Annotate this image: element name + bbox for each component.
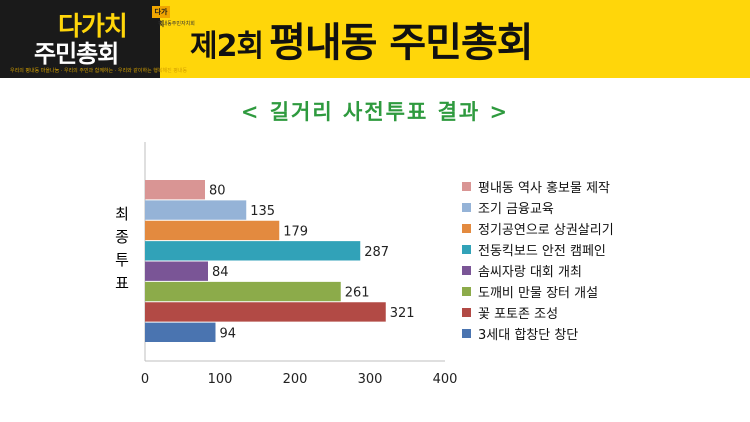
logo-line2: 주민총회: [34, 40, 119, 68]
x-tick-label-4: 300: [358, 372, 383, 387]
legend-swatch: [462, 308, 471, 317]
legend-item: 꽃 포토존 조성: [462, 302, 614, 323]
x-tick-label-3: 200: [283, 372, 308, 387]
data-label-1: 80: [209, 184, 226, 199]
data-label-7: 321: [390, 306, 415, 321]
banner-title-main: 평내동 주민총회: [269, 20, 534, 66]
logo-subtext: 평내동주민자치회: [158, 21, 195, 27]
data-label-3: 179: [283, 224, 308, 239]
x-tick-label-1: 0: [141, 372, 149, 387]
legend-label: 솜씨자랑 대회 개최: [478, 265, 582, 280]
legend-label: 꽃 포토존 조성: [478, 307, 559, 322]
banner-title: 제2회 평내동 주민총회: [190, 10, 534, 68]
data-label-4: 287: [364, 245, 389, 260]
legend-item: 평내동 역사 홍보물 제작: [462, 176, 614, 197]
bar-5: [145, 261, 208, 281]
legend-label: 정기공연으로 상권살리기: [478, 223, 614, 238]
legend-label: 도깨비 만물 장터 개설: [478, 286, 599, 301]
banner-title-round: 제2회: [190, 29, 264, 64]
y-axis-label: 최종투표: [115, 205, 129, 292]
chart-subtitle: < 길거리 사전투표 결과 >: [240, 99, 510, 124]
legend-item: 정기공연으로 상권살리기: [462, 218, 614, 239]
legend-item: 3세대 합창단 창단: [462, 323, 614, 344]
bar-4: [145, 241, 361, 261]
legend-item: 솜씨자랑 대회 개최: [462, 260, 614, 281]
legend-label: 평내동 역사 홍보물 제작: [478, 181, 610, 196]
legend-swatch: [462, 203, 471, 212]
legend-label: 전동킥보드 안전 캠페인: [478, 244, 606, 259]
legend-swatch: [462, 266, 471, 275]
data-label-6: 261: [345, 286, 370, 301]
x-tick-label-2: 100: [208, 372, 233, 387]
logo-slogan: 우리의 평내동 마을나눔 · 우리의 주민과 함께하는 · 우리와 같이하는 행…: [10, 68, 188, 74]
data-label-2: 135: [250, 204, 275, 219]
legend-item: 도깨비 만물 장터 개설: [462, 281, 614, 302]
data-label-8: 94: [220, 326, 237, 341]
x-tick-label-5: 400: [433, 372, 458, 387]
logo-panel: [0, 0, 160, 78]
bar-8: [145, 322, 216, 342]
legend-item: 전동킥보드 안전 캠페인: [462, 239, 614, 260]
legend-swatch: [462, 287, 471, 296]
bar-7: [145, 302, 386, 322]
logo-tag: 다가치: [152, 6, 170, 28]
legend-swatch: [462, 224, 471, 233]
legend-label: 3세대 합창단 창단: [478, 328, 579, 343]
legend-swatch: [462, 329, 471, 338]
bar-2: [145, 200, 247, 220]
legend-item: 조기 금융교육: [462, 197, 614, 218]
header-banner: 다가치 주민총회 다가치 평내동주민자치회 우리의 평내동 마을나눔 · 우리의…: [0, 0, 750, 78]
legend-swatch: [462, 182, 471, 191]
logo-line1: 다가치: [58, 12, 128, 42]
data-label-5: 84: [212, 265, 229, 280]
legend-swatch: [462, 245, 471, 254]
bar-3: [145, 220, 280, 241]
bar-6: [145, 281, 341, 302]
legend-label: 조기 금융교육: [478, 202, 554, 217]
bar-1: [145, 180, 205, 200]
